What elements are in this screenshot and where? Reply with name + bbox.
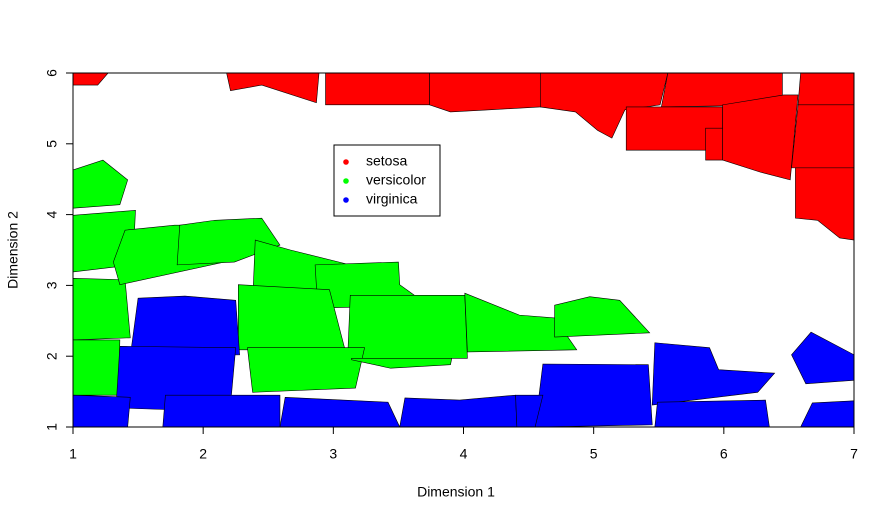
plot-area <box>73 73 854 427</box>
cluster-polygon <box>800 400 854 427</box>
y-tick-label: 2 <box>44 352 60 360</box>
y-axis-label: Dimension 2 <box>5 211 21 289</box>
legend-box <box>333 144 441 217</box>
cluster-polygon <box>347 295 468 359</box>
cluster-polygon <box>515 394 544 427</box>
cluster-polygon <box>791 331 854 385</box>
legend-marker <box>343 197 349 203</box>
cluster-polygon <box>73 278 131 341</box>
cluster-polygon <box>534 363 653 427</box>
x-tick-label: 5 <box>590 446 598 462</box>
cluster-polygon <box>247 347 365 393</box>
y-tick-label: 6 <box>44 69 60 77</box>
x-tick-label: 2 <box>199 446 207 462</box>
cluster-polygon <box>539 73 669 139</box>
cluster-polygon <box>705 127 723 161</box>
legend: setosa versicolor virginica <box>333 144 441 217</box>
cluster-polygon <box>791 104 854 169</box>
cluster-polygon <box>73 73 109 86</box>
cluster-polygon <box>226 73 320 104</box>
legend-label: versicolor <box>366 172 426 188</box>
cluster-polygon <box>73 394 131 427</box>
cluster-polygon <box>73 339 121 396</box>
x-tick-label: 1 <box>69 446 77 462</box>
cluster-polygon <box>162 394 281 427</box>
cluster-polygon <box>73 159 129 209</box>
cluster-polygon <box>399 394 518 427</box>
y-tick-label: 4 <box>44 210 60 218</box>
legend-label: setosa <box>366 153 407 169</box>
cluster-polygon <box>351 358 453 369</box>
y-tick-label: 3 <box>44 281 60 289</box>
cluster-polygon <box>654 399 770 427</box>
x-tick-label: 3 <box>329 446 337 462</box>
cluster-polygon <box>176 217 281 266</box>
x-tick-label: 6 <box>720 446 728 462</box>
legend-marker <box>343 159 349 165</box>
cluster-polygon <box>279 396 401 427</box>
cluster-polygon <box>795 167 854 241</box>
cluster-polygon <box>429 73 541 113</box>
y-tick-label: 1 <box>44 423 60 431</box>
cluster-polygon <box>722 94 799 181</box>
legend-marker <box>343 178 349 184</box>
cluster-polygon <box>325 73 430 106</box>
x-axis-label: Dimension 1 <box>417 484 495 500</box>
cluster-polygon <box>651 342 776 406</box>
legend-label: virginica <box>366 191 418 207</box>
y-tick-label: 5 <box>44 140 60 148</box>
cluster-polygon <box>554 296 651 338</box>
cluster-polygon <box>797 73 854 106</box>
x-tick-label: 7 <box>850 446 858 462</box>
x-tick-label: 4 <box>460 446 468 462</box>
cluster-polygon <box>238 284 346 351</box>
